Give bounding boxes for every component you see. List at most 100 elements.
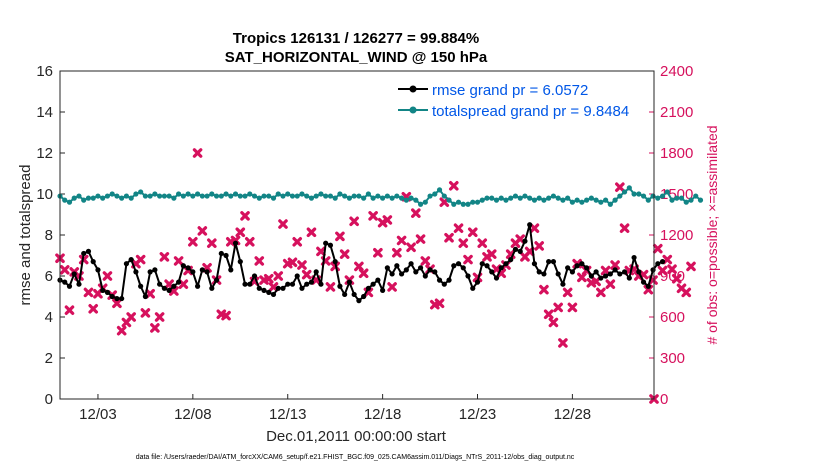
assimilated-obs-marker	[292, 237, 303, 247]
assimilated-obs-marker	[486, 249, 497, 259]
totalspread-point	[508, 195, 514, 201]
assimilated-obs-marker	[145, 288, 155, 299]
totalspread-point	[85, 195, 92, 201]
rmse-point	[607, 271, 613, 277]
totalspread-point	[626, 185, 632, 191]
rmse-point	[71, 271, 77, 277]
totalspread-point	[598, 199, 604, 205]
totalspread-point	[337, 191, 343, 197]
assimilated-obs-marker	[600, 265, 611, 276]
totalspread-point	[247, 191, 253, 197]
totalspread-point	[213, 193, 220, 199]
rmse-point	[313, 269, 319, 275]
assimilated-obs-marker	[387, 282, 397, 292]
rmse-point	[612, 267, 618, 273]
totalspread-point	[503, 197, 509, 203]
assimilated-obs-marker	[112, 298, 122, 309]
totalspread-point	[451, 201, 457, 207]
assimilated-obs-marker	[287, 257, 298, 268]
totalspread-point	[631, 191, 637, 197]
rmse-point	[123, 261, 130, 267]
rmse-point	[85, 248, 92, 254]
assimilated-obs-marker	[543, 309, 554, 320]
rmse-point	[199, 267, 205, 273]
totalspread-point	[104, 193, 111, 199]
rmse-point	[280, 285, 286, 291]
assimilated-obs-marker	[102, 271, 113, 281]
rmse-point	[584, 265, 590, 271]
totalspread-point	[76, 193, 82, 199]
rmse-point	[588, 273, 594, 279]
totalspread-point	[688, 197, 694, 203]
totalspread-point	[697, 197, 704, 203]
totalspread-point	[318, 191, 324, 197]
assimilated-obs-marker	[567, 302, 578, 313]
totalspread-point	[460, 201, 466, 207]
totalspread-point	[603, 197, 609, 203]
totalspread-point	[512, 193, 519, 199]
rmse-point	[114, 295, 120, 302]
plot-area	[60, 71, 654, 399]
assimilated-obs-marker	[150, 323, 160, 333]
rmse-point	[631, 254, 637, 261]
totalspread-point	[361, 195, 367, 201]
rmse-point	[261, 287, 267, 293]
totalspread-point	[142, 193, 148, 199]
totalspread-point	[399, 195, 405, 201]
totalspread-point	[313, 193, 319, 199]
totalspread-point	[436, 187, 443, 193]
y-tick-label: 10	[36, 186, 53, 203]
totalspread-point	[289, 193, 296, 199]
assimilated-obs-marker	[173, 256, 184, 266]
rmse-point	[441, 281, 447, 287]
rmse-point	[389, 271, 395, 277]
totalspread-point	[123, 193, 130, 199]
totalspread-point	[650, 193, 656, 199]
assimilated-obs-marker	[335, 231, 345, 242]
rmse-point	[432, 269, 438, 275]
rmse-point	[522, 238, 528, 244]
rmse-point	[100, 287, 106, 293]
assimilated-obs-marker	[382, 215, 393, 225]
totalspread-point	[659, 193, 666, 199]
rmse-point	[493, 275, 500, 281]
totalspread-point	[555, 195, 561, 201]
assimilated-obs-marker	[339, 249, 350, 259]
totalspread-point	[479, 197, 485, 203]
rmse-point	[555, 271, 561, 277]
assimilated-obs-marker	[192, 148, 203, 158]
rmse-point	[190, 269, 196, 275]
assimilated-obs-marker	[268, 282, 279, 292]
assimilated-obs-marker	[539, 284, 549, 295]
rmse-point	[81, 250, 87, 257]
rmse-point	[161, 285, 167, 291]
rmse-point	[147, 269, 153, 275]
totalspread-point	[560, 197, 566, 203]
assimilated-obs-marker	[164, 279, 174, 289]
totalspread-point	[251, 193, 258, 199]
totalspread-point	[493, 197, 500, 203]
assimilated-obs-marker	[415, 234, 426, 244]
assimilated-obs-marker	[368, 211, 378, 221]
rmse-point	[157, 281, 163, 287]
rmse-point	[209, 285, 215, 291]
totalspread-point	[166, 193, 172, 199]
assimilated-obs-marker	[358, 268, 369, 279]
rmse-point	[356, 298, 362, 304]
rmse-point	[152, 267, 158, 273]
assimilated-obs-marker	[434, 298, 445, 309]
rmse-point	[460, 265, 466, 271]
totalspread-point	[351, 193, 357, 199]
rmse-point	[451, 263, 457, 269]
rmse-point	[527, 222, 533, 228]
rmse-point	[508, 257, 514, 263]
totalspread-point	[446, 197, 452, 203]
y-tick-label: 4	[45, 309, 53, 326]
y2-tick-label: 1200	[660, 227, 693, 244]
totalspread-point	[541, 197, 547, 203]
totalspread-point	[299, 191, 305, 197]
totalspread-point	[455, 199, 462, 205]
rmse-point	[289, 281, 296, 287]
assimilated-obs-marker	[301, 269, 312, 280]
rmse-point	[489, 269, 495, 275]
